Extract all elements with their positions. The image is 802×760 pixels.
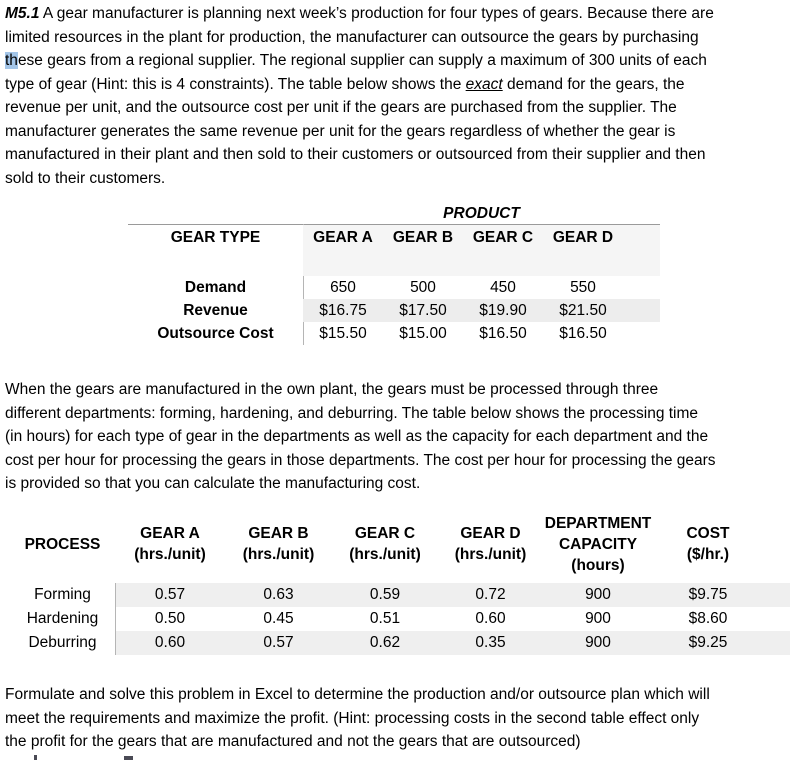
table-row-forming: Forming 0.57 0.63 0.59 0.72 900 $9.75 — [10, 583, 790, 607]
text-line: is provided so that you can calculate th… — [5, 475, 421, 492]
table-row-demand: Demand 650 500 450 550 — [128, 276, 660, 299]
text-line: (in hours) for each type of gear in the … — [5, 428, 709, 445]
problem-number: M5.1 — [5, 5, 40, 22]
column-header-gear-b: GEAR B — [392, 229, 454, 246]
table-row-outsource-cost: Outsource Cost $15.50 $15.00 $16.50 $16.… — [128, 322, 660, 345]
row-label: Forming — [34, 586, 91, 603]
table-cell: $21.50 — [559, 302, 607, 319]
table-cell: $15.00 — [399, 325, 447, 342]
text-line: Formulate and solve this problem in Exce… — [5, 686, 710, 703]
table-cell: $9.25 — [688, 634, 728, 651]
text-line: cost per hour for processing the gears i… — [5, 451, 716, 469]
text-line: manufacturer generates the same revenue … — [5, 122, 676, 140]
table-cell: $9.75 — [688, 586, 728, 603]
table-cell: 0.57 — [154, 586, 186, 603]
column-header-department-capacity: DEPARTMENT CAPACITY (hours) — [544, 514, 652, 574]
row-label: Revenue — [183, 302, 248, 319]
processing-description: When the gears are manufactured in the o… — [5, 378, 797, 496]
text-segment: A gear manufacturer is planning next wee… — [39, 5, 714, 22]
table-cell: $16.50 — [559, 325, 607, 342]
table-cell: $19.90 — [479, 302, 527, 319]
row-label: Deburring — [28, 634, 97, 651]
table-cell: 0.45 — [263, 610, 294, 627]
table-column-divider — [115, 583, 116, 655]
demand-table: PRODUCT GEAR TYPE GEAR A GEAR B GEAR C G… — [128, 205, 660, 346]
clipped-text-fragment — [124, 756, 133, 760]
problem-statement: M5.1 A gear manufacturer is planning nex… — [5, 2, 797, 190]
table-cell: 0.57 — [263, 634, 294, 651]
text-line: sold to their customers. — [5, 169, 166, 187]
table-cell: 0.60 — [475, 610, 506, 627]
table-cell: 0.63 — [263, 586, 294, 603]
table-cell: 0.59 — [369, 586, 401, 603]
column-header-gear-a: GEAR A — [313, 229, 373, 246]
text-line: limited resources in the plant for produ… — [5, 28, 699, 46]
table-header-row: PROCESS GEAR A (hrs./unit) GEAR B (hrs./un… — [10, 505, 790, 583]
column-header-gear-c: GEAR C (hrs./unit) — [349, 525, 421, 563]
text-segment: type of gear (Hint: this is 4 constraint… — [5, 75, 466, 93]
column-header-gear-b: GEAR B (hrs./unit) — [242, 525, 315, 563]
table-cell: 450 — [490, 279, 516, 296]
table-column-divider — [303, 224, 304, 345]
table-top-border — [128, 224, 660, 225]
processing-table: PROCESS GEAR A (hrs./unit) GEAR B (hrs./un… — [10, 505, 790, 655]
table-cell: 550 — [570, 279, 596, 296]
clipped-text-fragment — [34, 755, 37, 760]
text-line: revenue per unit, and the outsource cost… — [5, 99, 677, 116]
text-line: type of gear (Hint: this is 4 constraint… — [5, 73, 797, 97]
table-cell: 0.51 — [369, 610, 401, 627]
table-cell: 900 — [585, 610, 611, 627]
highlighted-text: th — [5, 52, 18, 69]
table-cell: 0.35 — [475, 634, 506, 651]
table-cell: 500 — [410, 279, 436, 296]
column-header-gear-d: GEAR D (hrs./unit) — [454, 525, 527, 563]
text-line: manufactured in their plant and then sol… — [5, 146, 706, 163]
text-line: different departments: forming, hardenin… — [5, 404, 699, 422]
column-header-gear-type: GEAR TYPE — [170, 229, 261, 246]
table-cell: 650 — [330, 279, 356, 296]
table-header-row: GEAR TYPE GEAR A GEAR B GEAR C GEAR D — [128, 225, 660, 276]
column-header-gear-a: GEAR A (hrs./unit) — [134, 525, 206, 563]
table-cell: 900 — [585, 634, 611, 651]
text-segment: demand for the gears, the — [502, 75, 685, 93]
table-cell: 0.72 — [475, 586, 506, 603]
demand-table-title: PRODUCT — [443, 205, 520, 222]
column-header-process: PROCESS — [24, 535, 101, 553]
column-header-gear-d: GEAR D — [552, 229, 614, 246]
table-cell: $16.50 — [479, 325, 527, 342]
column-header-gear-c: GEAR C — [472, 229, 534, 246]
table-cell: 0.50 — [154, 610, 186, 627]
task-instruction: Formulate and solve this problem in Exce… — [5, 683, 797, 754]
text-line: meet the requirements and maximize the p… — [5, 709, 700, 727]
row-label: Outsource Cost — [157, 325, 274, 342]
row-label: Hardening — [26, 610, 99, 627]
table-cell: $15.50 — [319, 325, 367, 342]
emphasized-word: exact — [465, 75, 503, 93]
table-cell: 0.60 — [154, 634, 186, 651]
table-cell: $16.75 — [319, 302, 367, 319]
text-segment: ese gears from a regional supplier. The … — [17, 52, 707, 69]
table-row-hardening: Hardening 0.50 0.45 0.51 0.60 900 $8.60 — [10, 607, 790, 631]
row-label: Demand — [184, 279, 247, 296]
table-row-revenue: Revenue $16.75 $17.50 $19.90 $21.50 — [128, 299, 660, 322]
text-line: When the gears are manufactured in the o… — [5, 381, 659, 398]
text-line: M5.1 A gear manufacturer is planning nex… — [5, 2, 797, 26]
table-cell: $8.60 — [688, 610, 728, 627]
table-cell: 900 — [585, 586, 611, 603]
column-header-cost: COST ($/hr.) — [686, 525, 730, 563]
table-cell: $17.50 — [399, 302, 447, 319]
text-line: these gears from a regional supplier. Th… — [5, 49, 797, 73]
text-line: the profit for the gears that are manufa… — [5, 733, 581, 750]
table-row-deburring: Deburring 0.60 0.57 0.62 0.35 900 $9.25 — [10, 631, 790, 655]
table-cell: 0.62 — [369, 634, 401, 651]
